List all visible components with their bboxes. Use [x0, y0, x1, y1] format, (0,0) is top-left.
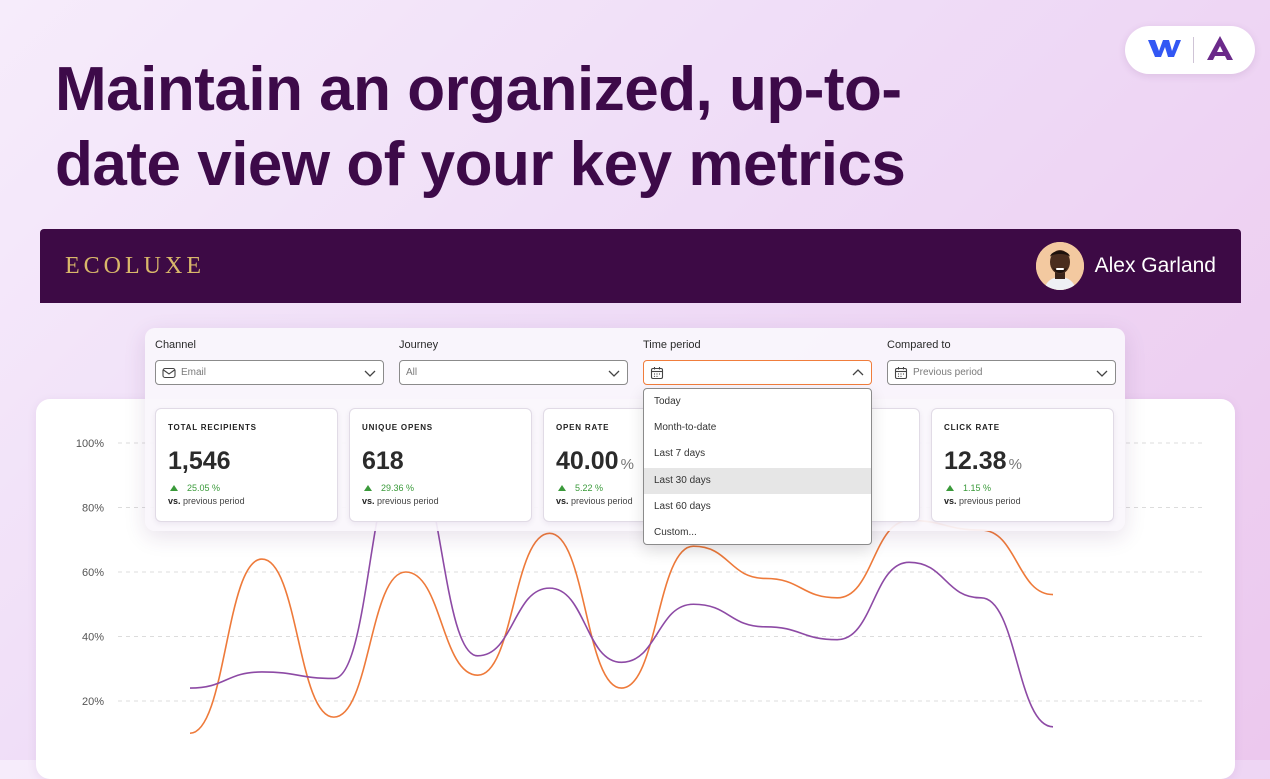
metric-value: 12.38 [944, 447, 1007, 475]
y-tick-label: 20% [82, 696, 104, 708]
calendar-icon [650, 366, 664, 380]
app-header: ECOLUXE Alex Garland [40, 229, 1241, 303]
trend-up-icon [364, 484, 372, 491]
mail-icon [162, 366, 176, 380]
badge-divider [1192, 37, 1194, 63]
select-value: All [406, 367, 418, 378]
calendar-icon [894, 366, 908, 380]
brand-logo: ECOLUXE [65, 253, 205, 279]
metric-compare: vs. previous period [556, 496, 713, 506]
y-tick-label: 100% [76, 438, 104, 450]
compare-prefix: vs. [168, 496, 181, 506]
compare-prefix: vs. [362, 496, 375, 506]
filter-time-period: Time period [643, 339, 872, 385]
metric-value: 40.00 [556, 447, 619, 475]
y-tick-label: 80% [82, 503, 104, 515]
filter-compared-to: Compared to Previous period [887, 339, 1116, 385]
metric-delta-value: 5.22 % [575, 482, 604, 493]
metric-value: 1,546 [168, 447, 231, 475]
option-last-30-days[interactable]: Last 30 days [644, 467, 871, 494]
metric-unit: % [1008, 456, 1022, 473]
metric-delta: 29.36 % [362, 482, 519, 493]
option-custom[interactable]: Custom... [654, 526, 697, 538]
metric-card-unique-opens: UNIQUE OPENS 618 29.36 % vs. previous pe… [349, 408, 532, 522]
metric-delta-value: 25.05 % [187, 482, 221, 493]
journey-select[interactable]: All [399, 360, 628, 385]
series-line-2 [189, 448, 1054, 728]
compare-text: previous period [959, 496, 1021, 506]
chevron-down-icon [607, 368, 621, 378]
chevron-up-icon [851, 368, 865, 378]
option-last-60-days[interactable]: Last 60 days [654, 500, 711, 512]
filter-label: Journey [399, 339, 439, 351]
metric-card-click-rate: CLICK RATE 12.38 % 1.15 % vs. previous p… [931, 408, 1114, 522]
metric-delta-value: 29.36 % [381, 482, 415, 493]
option-today[interactable]: Today [654, 396, 681, 407]
page-headline: Maintain an organized, up-to-date view o… [55, 55, 906, 199]
metric-delta: 5.22 % [556, 482, 713, 493]
metric-value-row: 12.38 % [944, 447, 1101, 475]
metric-title: CLICK RATE [944, 423, 1000, 432]
compare-text: previous period [183, 496, 245, 506]
metric-unit: % [620, 456, 634, 473]
compared-to-select[interactable]: Previous period [887, 360, 1116, 385]
avatar[interactable] [1035, 242, 1084, 290]
metric-value-row: 40.00 % [556, 447, 713, 475]
user-menu[interactable]: Alex Garland [1035, 242, 1216, 290]
chevron-down-icon [1095, 368, 1109, 378]
y-tick-label: 40% [82, 632, 104, 644]
filter-journey: Journey All [399, 339, 628, 385]
time-period-dropdown: Today Month-to-date Last 7 days Last 30 … [643, 388, 872, 545]
trend-up-icon [170, 484, 178, 491]
select-value: Email [181, 367, 207, 378]
chevron-down-icon [363, 368, 377, 378]
option-last-7-days[interactable]: Last 7 days [654, 448, 706, 460]
partner-a-logo-icon [1206, 35, 1234, 66]
option-month-to-date[interactable]: Month-to-date [654, 422, 717, 434]
filter-label: Compared to [887, 339, 951, 351]
filter-channel: Channel Email [155, 339, 384, 385]
partner-badge [1125, 26, 1255, 74]
metric-value: 618 [362, 447, 404, 475]
time-period-select[interactable] [643, 360, 872, 385]
metric-title: OPEN RATE [556, 423, 610, 432]
series-line-1 [189, 519, 1054, 735]
metric-value-row: 1,546 [168, 447, 325, 475]
metric-card-total-recipients: TOTAL RECIPIENTS 1,546 25.05 % vs. previ… [155, 408, 338, 522]
trend-up-icon [946, 484, 954, 491]
compare-prefix: vs. [556, 496, 569, 506]
filter-label: Channel [155, 339, 196, 351]
compare-text: previous period [377, 496, 439, 506]
webflow-logo-icon [1147, 37, 1181, 64]
metric-value-row: 618 [362, 447, 519, 475]
metric-compare: vs. previous period [168, 496, 325, 506]
user-name: Alex Garland [1094, 254, 1216, 277]
metric-compare: vs. previous period [362, 496, 519, 506]
trend-up-icon [558, 484, 566, 491]
metric-title: UNIQUE OPENS [362, 423, 433, 432]
filter-panel: Channel Email Journey All Time period [145, 328, 1125, 531]
metric-delta: 25.05 % [168, 482, 325, 493]
metric-title: TOTAL RECIPIENTS [168, 423, 257, 432]
select-value: Previous period [913, 367, 983, 378]
metric-delta: 1.15 % [944, 482, 1101, 493]
metric-delta-value: 1.15 % [963, 482, 992, 493]
channel-select[interactable]: Email [155, 360, 384, 385]
compare-text: previous period [571, 496, 633, 506]
compare-prefix: vs. [944, 496, 957, 506]
metric-compare: vs. previous period [944, 496, 1101, 506]
y-tick-label: 60% [82, 567, 104, 579]
filter-label: Time period [643, 339, 701, 351]
